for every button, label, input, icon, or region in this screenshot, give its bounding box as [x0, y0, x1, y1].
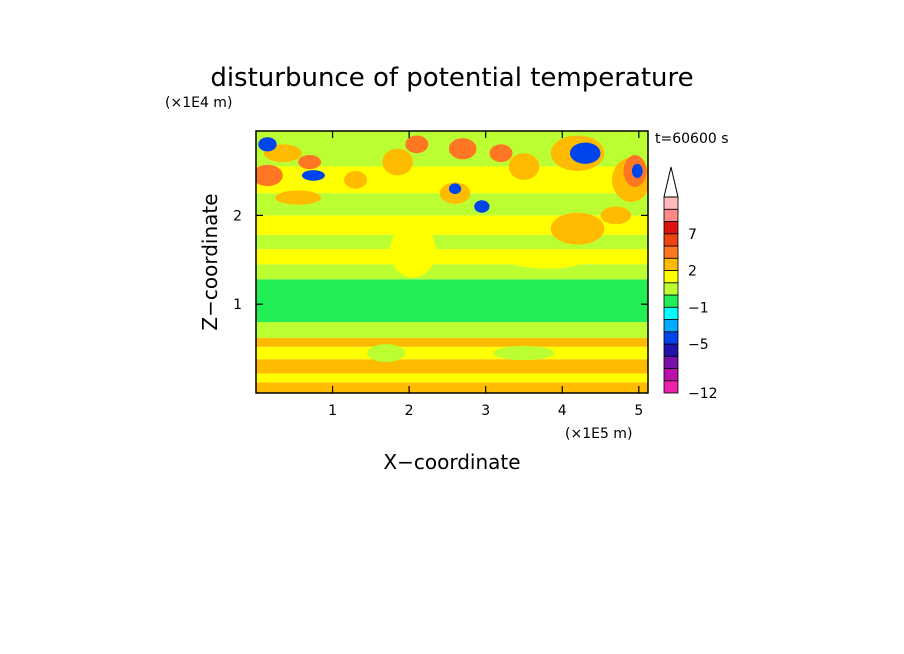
- y-axis: 12: [233, 208, 648, 313]
- colorbar-swatch: [663, 306, 679, 320]
- contour-cell: [389, 224, 436, 278]
- colorbar: −12−5−127: [663, 166, 718, 402]
- x-tick-label: 5: [634, 403, 643, 419]
- contour-band: [256, 321, 648, 338]
- colorbar-tick-label: 2: [688, 264, 697, 280]
- contour-cell: [508, 250, 586, 269]
- contour-cell: [448, 138, 477, 160]
- contour-band: [256, 279, 648, 322]
- contour-band: [256, 337, 648, 347]
- contour-band: [256, 215, 648, 235]
- contour-cell: [405, 135, 429, 154]
- contour-cell: [344, 170, 368, 189]
- contour-cell: [474, 200, 490, 213]
- colorbar-swatch: [663, 221, 679, 235]
- colorbar-swatch: [663, 282, 679, 296]
- colorbar-swatch: [663, 257, 679, 271]
- time-label: t=60600 s: [655, 131, 729, 147]
- contour-band: [256, 234, 648, 250]
- y-unit-label: (×1E4 m): [165, 95, 232, 111]
- colorbar-swatch: [663, 331, 679, 345]
- colorbar-swatch: [663, 270, 679, 284]
- contour-cell: [258, 137, 277, 152]
- contour-cell: [508, 153, 540, 180]
- x-tick-label: 4: [558, 403, 567, 419]
- contour-cell: [448, 183, 462, 195]
- colorbar-swatch: [663, 319, 679, 333]
- contour-band: [256, 359, 648, 374]
- colorbar-tick-label: 7: [688, 227, 697, 243]
- contour-cell: [493, 345, 555, 361]
- contour-cell: [569, 142, 601, 164]
- y-tick-label: 2: [233, 208, 242, 224]
- contour-band: [256, 249, 648, 265]
- colorbar-swatch: [663, 245, 679, 259]
- colorbar-swatch: [663, 233, 679, 247]
- colorbar-swatch: [663, 196, 679, 210]
- plot-area: [256, 131, 648, 393]
- contour-cell: [256, 164, 283, 187]
- x-tick-label: 3: [481, 403, 490, 419]
- contour-cell: [298, 154, 322, 170]
- contour-cell: [550, 212, 605, 245]
- colorbar-tick-label: −12: [688, 386, 718, 402]
- colorbar-swatch: [663, 380, 679, 394]
- chart-title: disturbunce of potential temperature: [210, 63, 693, 93]
- colorbar-swatch: [663, 294, 679, 308]
- contour-band: [256, 264, 648, 280]
- x-tick-label: 1: [328, 403, 337, 419]
- contour-cell: [382, 148, 413, 176]
- contour-cell: [600, 206, 632, 225]
- contour-cell: [367, 344, 406, 362]
- colorbar-tick-label: −5: [688, 337, 709, 353]
- colorbar-swatch: [663, 343, 679, 357]
- y-tick-label: 1: [233, 297, 242, 313]
- contour-cell: [631, 163, 643, 179]
- x-tick-label: 2: [405, 403, 414, 419]
- contour-cell: [489, 144, 513, 163]
- contour-band: [256, 193, 648, 216]
- colorbar-swatch: [663, 355, 679, 369]
- contour-band: [256, 346, 648, 360]
- x-unit-label: (×1E5 m): [565, 426, 632, 442]
- colorbar-tick-label: −1: [688, 300, 709, 316]
- colorbar-extend-arrow: [663, 166, 679, 198]
- colorbar-swatch: [663, 208, 679, 222]
- plot-frame: [255, 130, 649, 394]
- y-axis-label: Z−coordinate: [198, 193, 222, 330]
- contour-band: [256, 373, 648, 383]
- contour-cell: [275, 190, 322, 205]
- x-axis: 1 2 3 4 5: [328, 131, 643, 419]
- colorbar-swatch: [663, 368, 679, 382]
- contour-band: [256, 382, 648, 393]
- x-axis-label: X−coordinate: [383, 450, 520, 474]
- contour-cell: [301, 170, 325, 181]
